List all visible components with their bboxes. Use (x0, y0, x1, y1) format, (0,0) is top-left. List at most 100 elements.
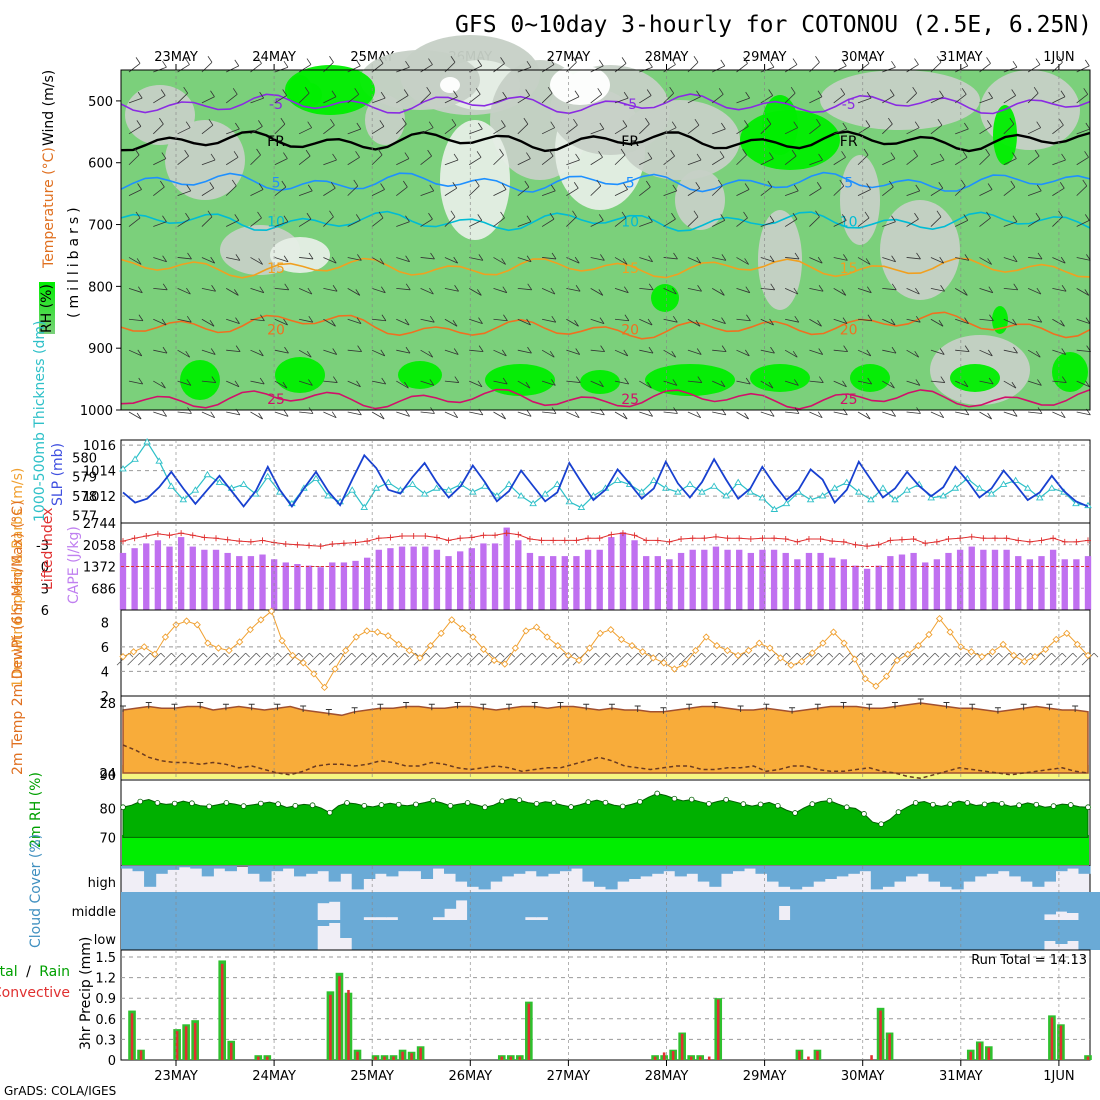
lifted-index-point (782, 535, 789, 542)
upper-wind-barb-flag (744, 258, 749, 265)
rh-point (585, 799, 592, 805)
cloud-middle-bar (201, 892, 214, 920)
upper-wind-barb (955, 318, 969, 324)
temp-errorbar (711, 702, 718, 709)
upper-wind-barb (250, 217, 262, 227)
surface-wind-barb-flag (722, 652, 728, 658)
thickness-point (734, 478, 742, 485)
upper-wind-barb-flag (986, 211, 991, 219)
lifted-index-point (957, 535, 964, 542)
isotherm-label: 20 (840, 323, 858, 339)
upper-wind-barb (833, 288, 847, 296)
rh-point (258, 800, 264, 807)
rh-point (568, 804, 574, 810)
cape-bar (898, 554, 906, 610)
rh-patch (125, 85, 195, 145)
upper-wind-barb (906, 92, 917, 104)
temp-errorbar (506, 703, 512, 711)
upper-wind-barb (420, 318, 435, 323)
thickness-point (649, 476, 658, 483)
upper-wind-barb-flag (283, 410, 289, 417)
upper-wind-barb (809, 187, 822, 196)
cloud-high-bar (801, 866, 814, 887)
wind10m-speed-line (122, 610, 1089, 689)
upper-wind-barb-flag (233, 289, 239, 296)
upper-wind-barb (736, 380, 751, 385)
thickness-point (855, 488, 863, 495)
rh-point (912, 800, 919, 806)
precip-convective-bar (139, 1050, 143, 1060)
cloud-low-bar (570, 920, 584, 950)
thickness-point (698, 488, 706, 495)
upper-wind-barb (298, 380, 313, 386)
upper-wind-barb-flag (939, 90, 944, 97)
cloud-low-bar (294, 920, 307, 950)
cape-bar (933, 559, 941, 610)
cloud-low-bar (686, 920, 699, 950)
upper-wind-barb-flag (645, 180, 651, 188)
upper-wind-barb-flag (428, 58, 433, 65)
upper-wind-barb (687, 287, 702, 292)
temp-errorbar (583, 703, 590, 711)
upper-wind-barb-flag (672, 287, 677, 295)
upper-wind-barb (517, 95, 530, 104)
cloud-middle-bar (617, 892, 630, 920)
wind-speed-point (670, 665, 679, 673)
cloud-high-bar (963, 866, 976, 882)
upper-wind-barb-flag (720, 59, 726, 67)
cloud-middle-bar (1066, 892, 1080, 913)
upper-wind-barb-flag (332, 153, 337, 161)
upper-wind-barb (979, 189, 993, 196)
cape-bar (863, 568, 871, 610)
thickness-point (999, 480, 1008, 487)
surface-wind-barb (201, 652, 215, 666)
upper-wind-barb-flag (501, 120, 506, 127)
upper-wind-barb-flag (282, 89, 288, 96)
upper-wind-barb (396, 411, 410, 417)
upper-wind-barb (712, 318, 726, 324)
cape-bar (259, 554, 266, 610)
cloud-low-bar (674, 920, 687, 950)
cloud-high-bar (259, 866, 272, 882)
thickness-point (842, 478, 851, 485)
upper-wind-barb (420, 349, 433, 358)
upper-wind-barb-flag (574, 90, 580, 97)
cloud-low-bar (905, 920, 918, 950)
upper-wind-barb (153, 123, 164, 135)
temp-errorbar (686, 703, 693, 711)
upper-wind-barb (857, 318, 872, 322)
wind-speed-point (904, 650, 912, 658)
upper-wind-barb-flag (769, 318, 774, 326)
wind-speed-point (660, 659, 668, 667)
upper-wind-barb-flag (475, 88, 481, 95)
cloud-high-bar (640, 866, 653, 877)
upper-wind-barb-flag (672, 184, 678, 192)
upper-wind-barb-flag (525, 89, 531, 96)
lifted-index-point (654, 537, 661, 544)
upper-wind-barb (882, 349, 897, 354)
upper-wind-barb-flag (185, 121, 191, 128)
upper-wind-barb-flag (429, 184, 435, 192)
upper-wind-barb (1076, 349, 1091, 353)
cloud-middle-bar (674, 892, 687, 920)
surface-wind-barb (763, 652, 777, 666)
upper-wind-barb-flag (331, 256, 337, 264)
upper-wind-barb (444, 187, 457, 196)
upper-wind-barb-flag (888, 180, 894, 188)
run-total-label: Run Total = 14.13 (971, 953, 1087, 968)
cloud-high-bar (605, 866, 618, 890)
upper-wind-barb (712, 288, 725, 296)
upper-wind-barb (857, 287, 872, 294)
wind-speed-point (988, 648, 997, 656)
slp-line (122, 453, 1089, 508)
surface-wind-barb-flag (308, 652, 314, 658)
thickness-point (867, 495, 875, 503)
upper-wind-barb-flag (769, 255, 775, 263)
upper-wind-barb (469, 318, 483, 324)
thickness-point (348, 486, 356, 493)
cloud-high-bar (1066, 866, 1080, 869)
upper-wind-barb (298, 64, 312, 73)
upper-wind-barb (444, 318, 458, 327)
upper-wind-barb (396, 95, 409, 104)
upper-wind-barb (201, 257, 215, 264)
